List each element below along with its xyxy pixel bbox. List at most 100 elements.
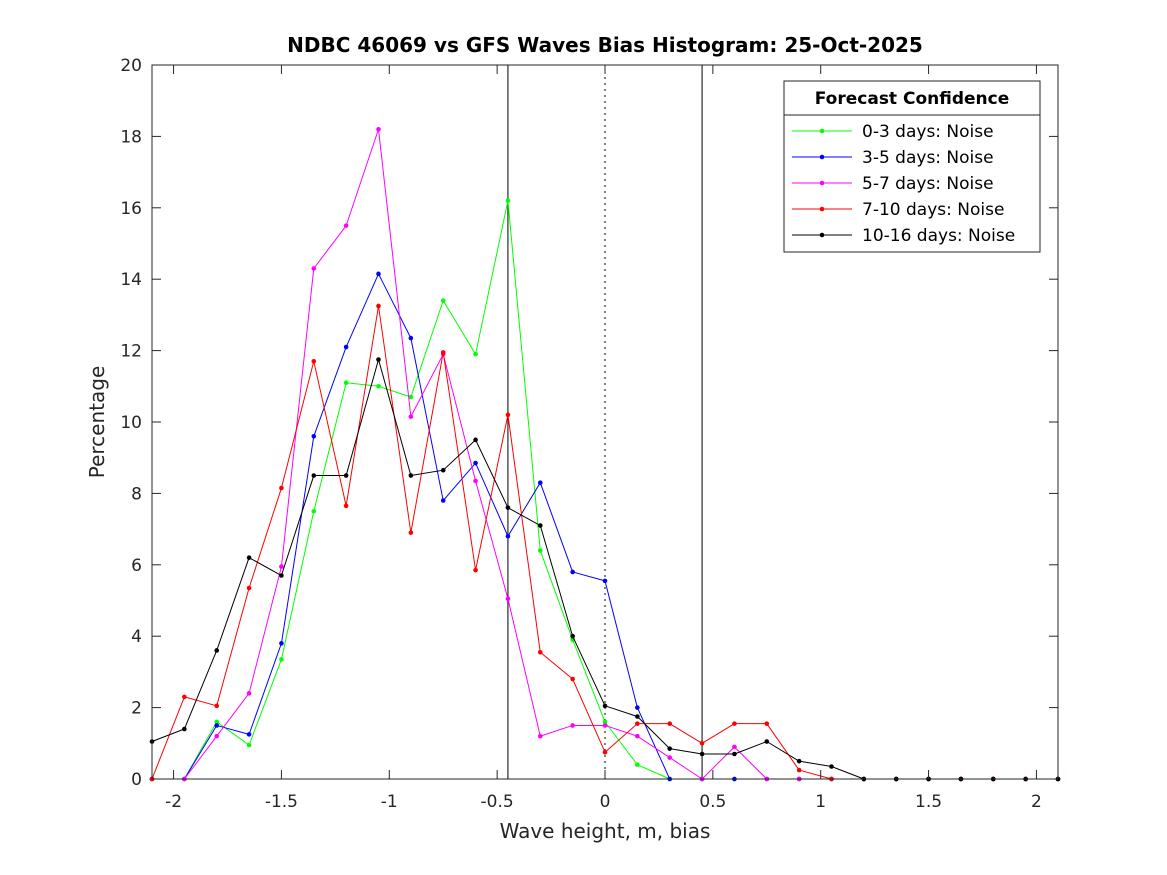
legend-box — [783, 80, 1041, 253]
series-4-point-1 — [182, 726, 187, 732]
series-4-point-3 — [246, 555, 252, 560]
series-4-point-9 — [440, 467, 446, 473]
series-0-point-6 — [343, 380, 349, 386]
series-1-point-8 — [408, 335, 414, 341]
series-2-point-13 — [570, 723, 575, 728]
series-0-point-9 — [440, 298, 446, 303]
series-1-point-4 — [279, 641, 284, 646]
legend-entry-3: 7-10 days: Noise — [792, 200, 1004, 220]
series-1-point-3 — [246, 732, 252, 737]
series-3-point-5 — [311, 359, 317, 364]
series-3-point-3 — [246, 585, 252, 591]
series-3-point-17 — [699, 741, 705, 746]
y-tick-label-5: 10 — [120, 413, 142, 433]
series-2-point-14 — [602, 723, 608, 728]
series-2-point-10 — [473, 478, 478, 484]
x-tick-label-3: -0.5 — [481, 792, 514, 812]
series-3-point-6 — [343, 503, 349, 509]
series-2-point-12 — [537, 733, 543, 739]
series-4-point-11 — [505, 505, 511, 510]
y-tick-label-1: 2 — [131, 699, 142, 719]
series-1-point-13 — [570, 569, 575, 575]
series-2-point-3 — [246, 691, 252, 696]
x-tick-label-0: -2 — [165, 792, 182, 812]
series-4-point-15 — [635, 714, 640, 719]
series-4-point-5 — [311, 473, 317, 478]
legend-swatch-marker-2 — [819, 180, 825, 186]
x-tick-label-4: 0 — [600, 792, 611, 812]
series-1-point-5 — [311, 433, 317, 439]
x-axis-label: Wave height, m, bias — [500, 819, 711, 843]
series-2-point-11 — [505, 596, 511, 602]
series-1-point-12 — [537, 480, 543, 485]
x-tick-label-2: -1 — [381, 792, 398, 812]
legend-entry-4: 10-16 days: Noise — [792, 226, 1015, 246]
y-tick-label-3: 6 — [131, 556, 142, 576]
series-3-point-1 — [182, 694, 187, 700]
y-axis-label: Percentage — [85, 366, 109, 479]
series-4-point-10 — [473, 437, 478, 443]
series-4-point-12 — [537, 523, 543, 528]
legend-entry-0: 0-3 days: Noise — [792, 122, 994, 142]
series-4-point-16 — [667, 746, 673, 751]
series-0-point-11 — [505, 198, 511, 203]
series-3-point-14 — [602, 749, 608, 755]
series-3-point-13 — [570, 676, 575, 682]
legend-swatch-marker-3 — [819, 206, 825, 212]
series-3-point-20 — [796, 767, 802, 773]
series-0-point-8 — [408, 394, 414, 400]
series-3-point-15 — [635, 721, 640, 726]
series-2-point-8 — [408, 414, 414, 419]
series-2-point-5 — [311, 266, 317, 271]
series-3-point-2 — [214, 703, 220, 709]
series-0-point-2 — [214, 719, 220, 725]
series-4-point-7 — [376, 357, 381, 362]
series-2-point-16 — [667, 755, 673, 760]
series-4-point-21 — [829, 764, 834, 769]
series-3-point-11 — [505, 412, 511, 418]
series-0-point-3 — [246, 742, 252, 748]
series-2-point-15 — [635, 733, 640, 739]
series-4-point-8 — [408, 473, 414, 478]
series-3-point-12 — [537, 649, 543, 655]
series-1-point-14 — [602, 578, 608, 584]
series-2-point-18 — [732, 744, 737, 750]
series-4-point-17 — [699, 751, 705, 757]
series-3-point-16 — [667, 721, 673, 726]
series-1-point-9 — [440, 498, 446, 503]
legend-entry-2: 5-7 days: Noise — [792, 174, 994, 194]
legend-label-2: 5-7 days: Noise — [862, 174, 994, 194]
series-0-point-4 — [279, 657, 284, 662]
series-1-point-6 — [343, 344, 349, 350]
series-3-point-10 — [473, 567, 478, 573]
reference-lines — [507, 65, 703, 779]
y-tick-label-4: 8 — [131, 484, 142, 504]
legend-swatch-marker-0 — [819, 128, 825, 134]
series-layer — [149, 126, 1061, 782]
y-tick-label-0: 0 — [131, 770, 142, 790]
x-tick-label-1: -1.5 — [265, 792, 298, 812]
series-2-point-6 — [343, 223, 349, 228]
series-4-point-19 — [764, 739, 770, 744]
series-4-point-2 — [214, 648, 220, 653]
legend-swatch-marker-4 — [819, 232, 825, 238]
legend-swatch-marker-1 — [819, 154, 825, 160]
series-0-point-15 — [635, 762, 640, 768]
legend-label-1: 3-5 days: Noise — [862, 148, 994, 168]
series-1-point-7 — [376, 271, 381, 277]
y-tick-label-8: 16 — [120, 199, 142, 219]
series-3-point-9 — [440, 350, 446, 355]
series-2-point-2 — [214, 733, 220, 739]
series-4-point-18 — [732, 751, 737, 757]
x-tick-label-6: 1 — [815, 792, 826, 812]
y-tick-label-6: 12 — [120, 342, 142, 362]
series-3-point-8 — [408, 530, 414, 535]
series-3-point-19 — [764, 721, 770, 726]
series-4-point-6 — [343, 473, 349, 478]
series-4-point-4 — [279, 573, 284, 578]
x-tick-label-5: 0.5 — [699, 792, 726, 812]
legend-label-3: 7-10 days: Noise — [862, 200, 1004, 220]
x-tick-label-8: 2 — [1031, 792, 1042, 812]
series-0-point-12 — [537, 548, 543, 553]
